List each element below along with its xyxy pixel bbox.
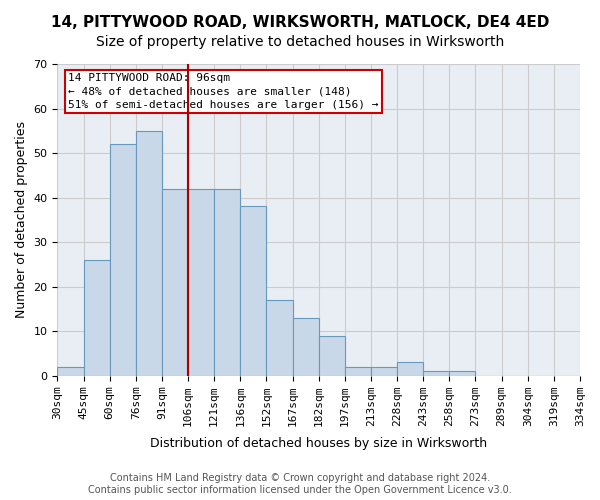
Y-axis label: Number of detached properties: Number of detached properties xyxy=(15,122,28,318)
Bar xyxy=(241,206,266,376)
Bar xyxy=(371,367,397,376)
Bar xyxy=(397,362,423,376)
X-axis label: Distribution of detached houses by size in Wirksworth: Distribution of detached houses by size … xyxy=(150,437,487,450)
Bar xyxy=(345,367,371,376)
Bar xyxy=(58,367,83,376)
Bar xyxy=(83,260,110,376)
Bar xyxy=(266,300,293,376)
Bar xyxy=(136,131,162,376)
Bar xyxy=(162,188,188,376)
Bar xyxy=(188,188,214,376)
Bar xyxy=(319,336,345,376)
Text: 14, PITTYWOOD ROAD, WIRKSWORTH, MATLOCK, DE4 4ED: 14, PITTYWOOD ROAD, WIRKSWORTH, MATLOCK,… xyxy=(51,15,549,30)
Bar xyxy=(423,371,449,376)
Bar xyxy=(293,318,319,376)
Text: 14 PITTYWOOD ROAD: 96sqm
← 48% of detached houses are smaller (148)
51% of semi-: 14 PITTYWOOD ROAD: 96sqm ← 48% of detach… xyxy=(68,74,379,110)
Text: Contains HM Land Registry data © Crown copyright and database right 2024.
Contai: Contains HM Land Registry data © Crown c… xyxy=(88,474,512,495)
Bar xyxy=(110,144,136,376)
Text: Size of property relative to detached houses in Wirksworth: Size of property relative to detached ho… xyxy=(96,35,504,49)
Bar xyxy=(449,371,475,376)
Bar xyxy=(214,188,241,376)
